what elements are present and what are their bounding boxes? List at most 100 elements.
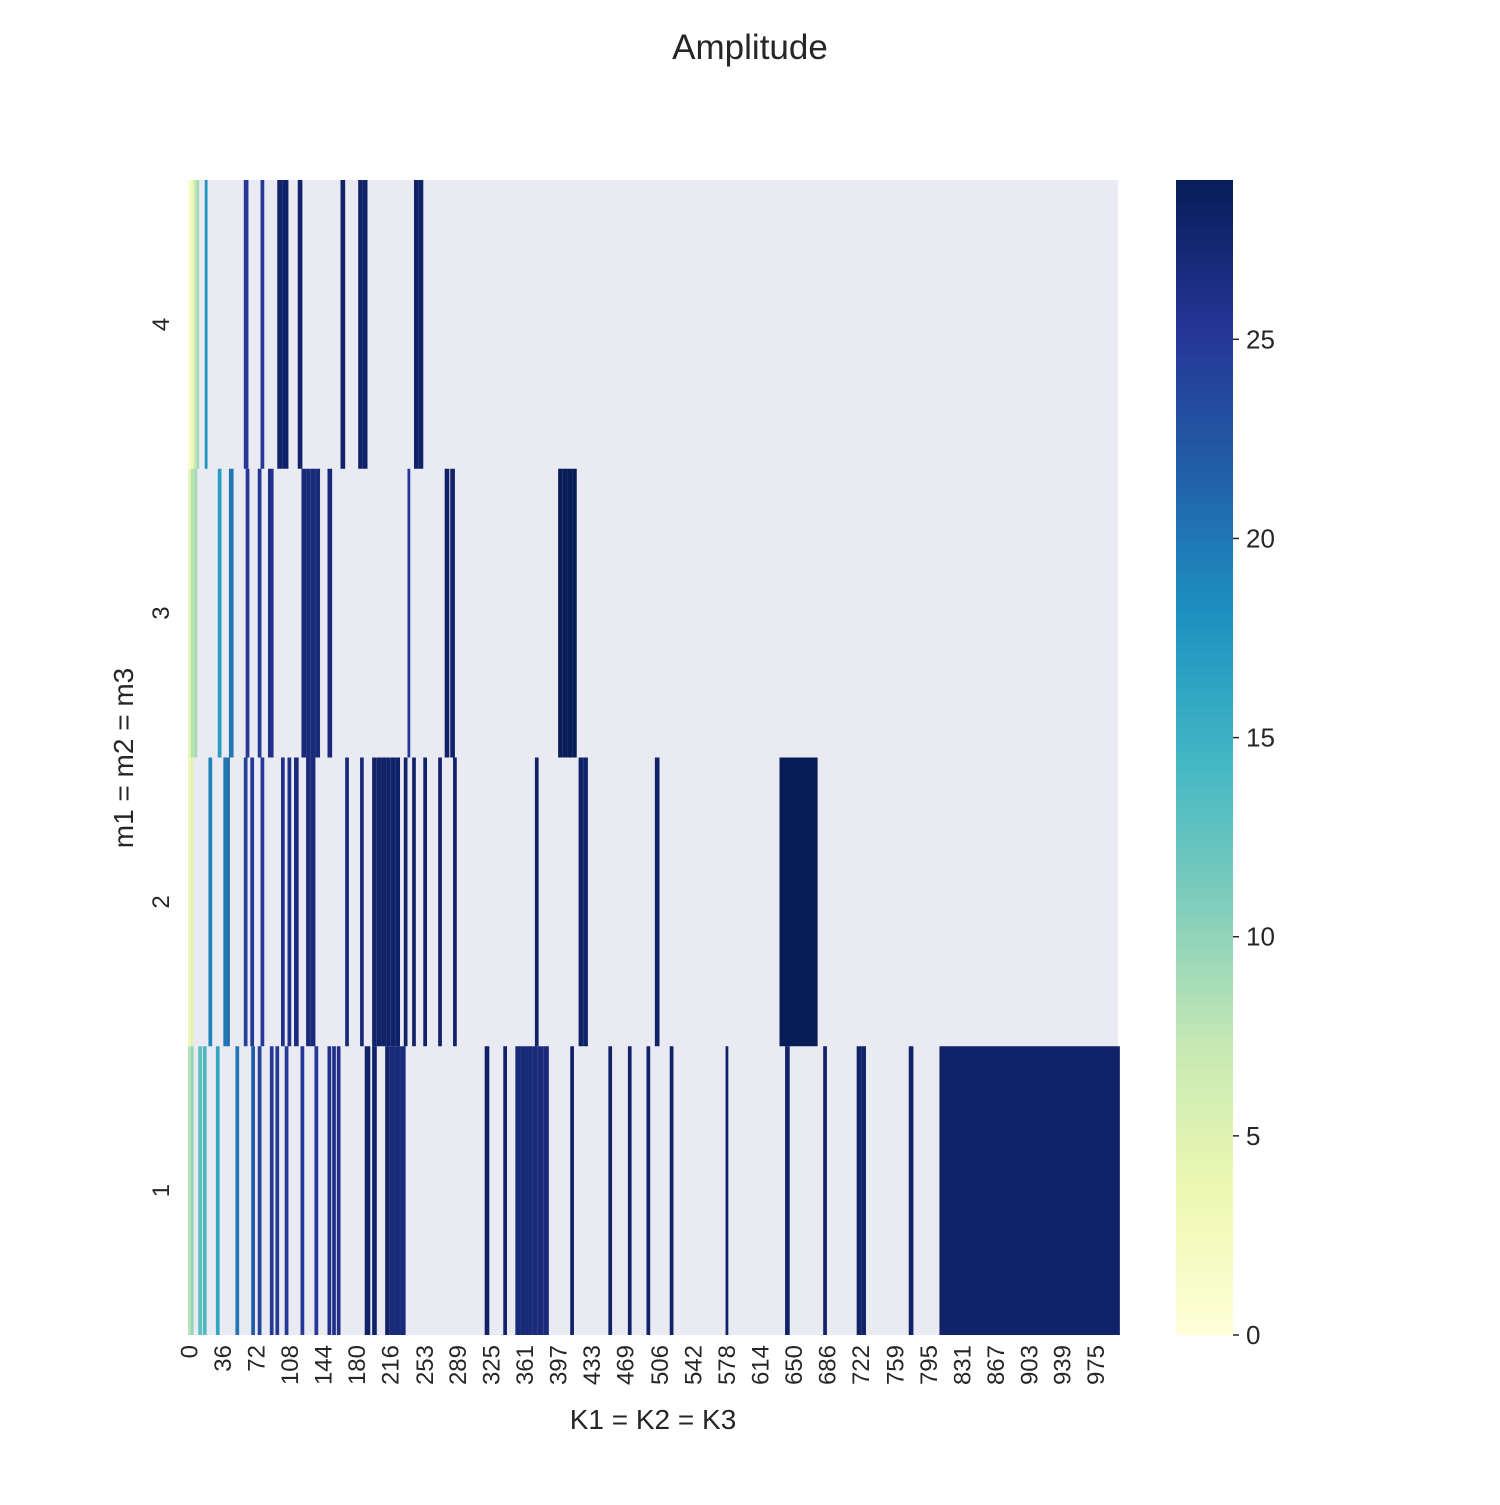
x-tick-label: 867 <box>983 1345 1010 1385</box>
heatmap-cell <box>558 468 563 758</box>
heatmap-cell <box>400 1046 406 1335</box>
heatmap-cell <box>227 757 230 1047</box>
heatmap-cell <box>572 468 577 758</box>
colorbar-tick-label: 25 <box>1246 324 1275 354</box>
x-tick-label: 72 <box>243 1345 270 1372</box>
heatmap-cell <box>484 1046 490 1335</box>
heatmap-cell <box>418 180 424 469</box>
heatmap-cell <box>413 180 419 469</box>
heatmap-cell <box>188 468 191 758</box>
y-axis-label: m1 = m2 = m3 <box>108 668 139 849</box>
heatmap-cell <box>385 1046 390 1335</box>
heatmap-cell <box>520 1046 527 1335</box>
x-tick-label: 216 <box>377 1345 404 1385</box>
heatmap-cell <box>196 180 200 469</box>
x-tick-label: 289 <box>445 1345 472 1385</box>
heatmap-cell <box>243 757 248 1047</box>
heatmap-cell <box>257 1046 262 1335</box>
heatmap-cell <box>306 468 311 758</box>
x-tick-label: 795 <box>916 1345 943 1385</box>
x-tick-label: 469 <box>613 1345 640 1385</box>
x-tick-label: 397 <box>546 1345 573 1385</box>
heatmap-cell <box>251 1046 255 1335</box>
heatmap-cell <box>372 1046 377 1335</box>
heatmap-cell <box>190 757 194 1047</box>
heatmap-cell <box>376 757 382 1047</box>
heatmap-cell <box>306 757 311 1047</box>
heatmap-cell <box>394 1046 401 1335</box>
heatmap-cell <box>193 180 197 469</box>
heatmap-cell <box>208 757 213 1047</box>
heatmap-cell <box>423 757 428 1047</box>
x-tick-label: 433 <box>579 1345 606 1385</box>
x-tick-label: 722 <box>848 1345 875 1385</box>
heatmap-cell <box>856 1046 862 1335</box>
x-tick-label: 108 <box>277 1345 304 1385</box>
heatmap-cell <box>532 1046 538 1335</box>
heatmap-cell <box>526 1046 533 1335</box>
heatmap-cell <box>275 1046 280 1335</box>
y-tick-label: 3 <box>148 606 175 619</box>
heatmap-cell <box>332 1046 336 1335</box>
heatmap-cell <box>779 757 818 1047</box>
heatmap-cell <box>534 757 539 1047</box>
y-tick-label: 1 <box>148 1184 175 1197</box>
x-tick-labels: 0 36 72 108 144 180 216 253 289 325 361 397 433 469 50… <box>177 1345 1111 1385</box>
heatmap-cell <box>627 1046 632 1335</box>
heatmap-cell <box>578 757 584 1047</box>
heatmap-cell <box>939 1046 1120 1335</box>
heatmap-cell <box>314 1046 319 1335</box>
heatmap-cell <box>543 1046 549 1335</box>
heatmap-cell <box>823 1046 827 1335</box>
x-tick-label: 578 <box>714 1345 741 1385</box>
x-axis-label: K1 = K2 = K3 <box>570 1404 737 1435</box>
heatmap-cell <box>562 468 568 758</box>
x-tick-label: 253 <box>412 1345 439 1385</box>
heatmap-cell <box>194 468 198 758</box>
heatmap-cell <box>503 1046 507 1335</box>
x-tick-label: 686 <box>814 1345 841 1385</box>
x-tick-label: 759 <box>882 1345 909 1385</box>
heatmap-cell <box>327 468 333 758</box>
colorbar <box>1176 180 1233 1335</box>
heatmap-cell <box>390 757 396 1047</box>
y-tick-label: 4 <box>148 318 175 331</box>
heatmap-cell <box>444 468 450 758</box>
heatmap-cell <box>294 757 299 1047</box>
heatmap-cell <box>654 757 660 1047</box>
heatmap-cell <box>260 757 265 1047</box>
colorbar-tick-label: 0 <box>1246 1320 1260 1350</box>
heatmap-cell <box>336 1046 341 1335</box>
x-tick-label: 903 <box>1016 1345 1043 1385</box>
heatmap-cell <box>267 468 274 758</box>
heatmap-cell <box>515 1046 521 1335</box>
heatmap-cell <box>269 1046 274 1335</box>
heatmap-cell <box>228 468 234 758</box>
heatmap-cell <box>202 1046 207 1335</box>
heatmap-cell <box>310 757 316 1047</box>
colorbar-ticks: 0 5 10 15 20 25 <box>1233 324 1275 1350</box>
x-tick-label: 542 <box>681 1345 708 1385</box>
heatmap-cell <box>204 180 208 469</box>
heatmap-cell <box>281 757 285 1047</box>
x-tick-label: 506 <box>647 1345 674 1385</box>
heatmap-cell <box>223 757 228 1047</box>
heatmap-cell <box>235 1046 240 1335</box>
x-tick-label: 325 <box>479 1345 506 1385</box>
heatmap-cell <box>646 1046 651 1335</box>
heatmap-cell <box>362 180 368 469</box>
heatmap-cell <box>198 1046 202 1335</box>
heatmap-cell <box>188 757 191 1047</box>
heatmap-cell <box>537 1046 544 1335</box>
heatmap-cell <box>438 757 442 1047</box>
heatmap-cell <box>785 1046 790 1335</box>
y-tick-labels: 4 3 2 1 <box>148 318 175 1198</box>
heatmap-cell <box>669 1046 674 1335</box>
x-tick-label: 361 <box>512 1345 539 1385</box>
heatmap-cell <box>297 180 303 469</box>
heatmap-cell <box>453 757 457 1047</box>
heatmap-cell <box>386 757 391 1047</box>
heatmap-cell <box>277 180 283 469</box>
